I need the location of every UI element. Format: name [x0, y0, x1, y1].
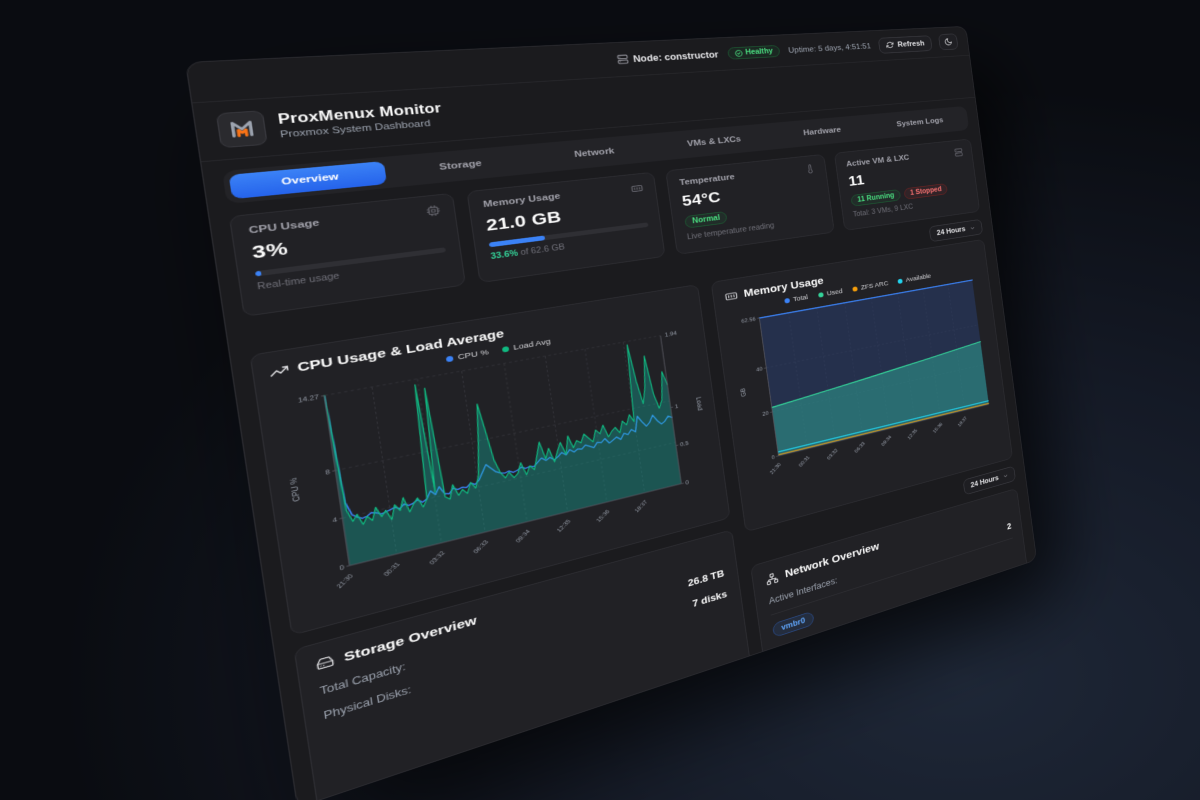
svg-text:03:32: 03:32: [428, 550, 447, 566]
legend-dot: [445, 356, 453, 363]
svg-text:40: 40: [756, 366, 763, 373]
svg-text:20: 20: [762, 410, 769, 417]
refresh-icon: [886, 41, 894, 49]
memory-progress-fill: [489, 235, 546, 247]
network-icon: [765, 571, 779, 586]
svg-text:0: 0: [771, 454, 775, 460]
svg-text:18:37: 18:37: [957, 416, 968, 428]
cpu-icon: [426, 205, 441, 217]
svg-text:15:36: 15:36: [595, 509, 611, 524]
tab-system-logs[interactable]: System Logs: [873, 109, 966, 136]
memory-usage-card: Memory Usage 21.0 GB 33.6% of 62.6 GB: [466, 172, 665, 283]
svg-text:0: 0: [339, 563, 345, 572]
network-overview-card: Network Overview Active Interfaces: 2 vm…: [750, 488, 1032, 700]
server-icon: [616, 54, 629, 64]
temperature-card: Temperature 54°C Normal Live temperature…: [665, 154, 834, 255]
chevron-down-icon: [969, 225, 975, 232]
app-title-block: ProxMenux Monitor Proxmox System Dashboa…: [277, 102, 444, 140]
svg-text:03:32: 03:32: [826, 448, 839, 461]
svg-text:00:31: 00:31: [382, 561, 401, 577]
svg-text:Load: Load: [694, 396, 704, 411]
theme-toggle-button[interactable]: [938, 33, 958, 50]
legend-dot: [818, 292, 824, 298]
hard-drive-icon: [315, 654, 335, 673]
svg-text:21:30: 21:30: [768, 462, 782, 475]
node-label: Node: constructor: [632, 49, 718, 64]
svg-text:0: 0: [685, 478, 690, 485]
desktop-background: Node: constructor Healthy Uptime: 5 days…: [0, 0, 1200, 800]
temperature-status-badge: Normal: [684, 211, 728, 229]
proxmenux-logo: [216, 110, 268, 148]
svg-text:12:35: 12:35: [555, 518, 572, 533]
thermometer-icon: [805, 164, 816, 174]
tab-network[interactable]: Network: [530, 137, 656, 170]
memory-icon: [630, 183, 643, 195]
tab-storage[interactable]: Storage: [388, 148, 529, 183]
svg-text:18:37: 18:37: [633, 499, 649, 514]
memory-card-label: Memory Usage: [483, 192, 561, 210]
svg-text:1: 1: [674, 402, 679, 409]
svg-text:12:35: 12:35: [906, 428, 918, 441]
cpu-card-label: CPU Usage: [248, 218, 320, 236]
tab-overview[interactable]: Overview: [229, 161, 388, 199]
interfaces-value: 2: [1007, 521, 1012, 531]
network-divider: [771, 538, 1013, 616]
vm-stopped-badge: 1 Stopped: [904, 183, 948, 199]
temperature-card-label: Temperature: [679, 173, 735, 188]
svg-text:0.5: 0.5: [680, 439, 690, 448]
svg-text:09:34: 09:34: [514, 528, 532, 544]
svg-text:62.56: 62.56: [741, 316, 756, 324]
node-indicator: Node: constructor: [616, 49, 719, 65]
tab-hardware[interactable]: Hardware: [770, 118, 872, 146]
capacity-value: 26.8 TB: [687, 568, 725, 589]
svg-text:00:31: 00:31: [798, 455, 811, 468]
svg-text:1.94: 1.94: [664, 329, 677, 338]
server-stack-icon: [954, 148, 963, 157]
dashboard-window: Node: constructor Healthy Uptime: 5 days…: [185, 26, 1037, 800]
legend-dot: [852, 286, 858, 292]
svg-text:06:33: 06:33: [472, 539, 490, 555]
moon-icon: [944, 37, 953, 46]
legend-dot: [502, 346, 509, 353]
legend-dot: [897, 279, 902, 284]
chevron-down-icon: [1002, 472, 1008, 479]
uptime-text: Uptime: 5 days, 4:51:51: [788, 42, 871, 55]
svg-text:15:36: 15:36: [932, 422, 944, 434]
refresh-button[interactable]: Refresh: [878, 35, 933, 53]
memory-chip-icon: [724, 289, 738, 302]
health-badge: Healthy: [727, 45, 781, 60]
legend-dot: [784, 298, 790, 304]
check-circle-icon: [734, 49, 743, 56]
svg-text:GB: GB: [739, 387, 747, 397]
interface-badge-vmbr0: vmbr0: [772, 611, 814, 638]
svg-text:14.27: 14.27: [297, 393, 319, 404]
svg-text:09:34: 09:34: [880, 434, 893, 447]
svg-text:4: 4: [332, 515, 338, 524]
vm-card-label: Active VM & LXC: [846, 154, 910, 169]
svg-text:CPU %: CPU %: [288, 476, 303, 502]
svg-text:21:30: 21:30: [335, 572, 355, 589]
tab-vms-lxcs[interactable]: VMs & LXCs: [656, 127, 769, 157]
cpu-usage-card: CPU Usage 3% Real-time usage: [229, 193, 466, 317]
cpu-progress-fill: [255, 271, 262, 277]
vm-running-badge: 11 Running: [850, 189, 901, 207]
timeframe-select[interactable]: 24 Hours: [929, 219, 983, 242]
active-vm-lxc-card: Active VM & LXC 11 11 Running 1 Stopped …: [834, 139, 980, 231]
disks-value: 7 disks: [692, 589, 728, 609]
svg-text:06:33: 06:33: [853, 441, 866, 454]
storage-title: Storage Overview: [343, 613, 478, 664]
trending-up-icon: [269, 362, 289, 379]
svg-text:8: 8: [325, 468, 331, 477]
